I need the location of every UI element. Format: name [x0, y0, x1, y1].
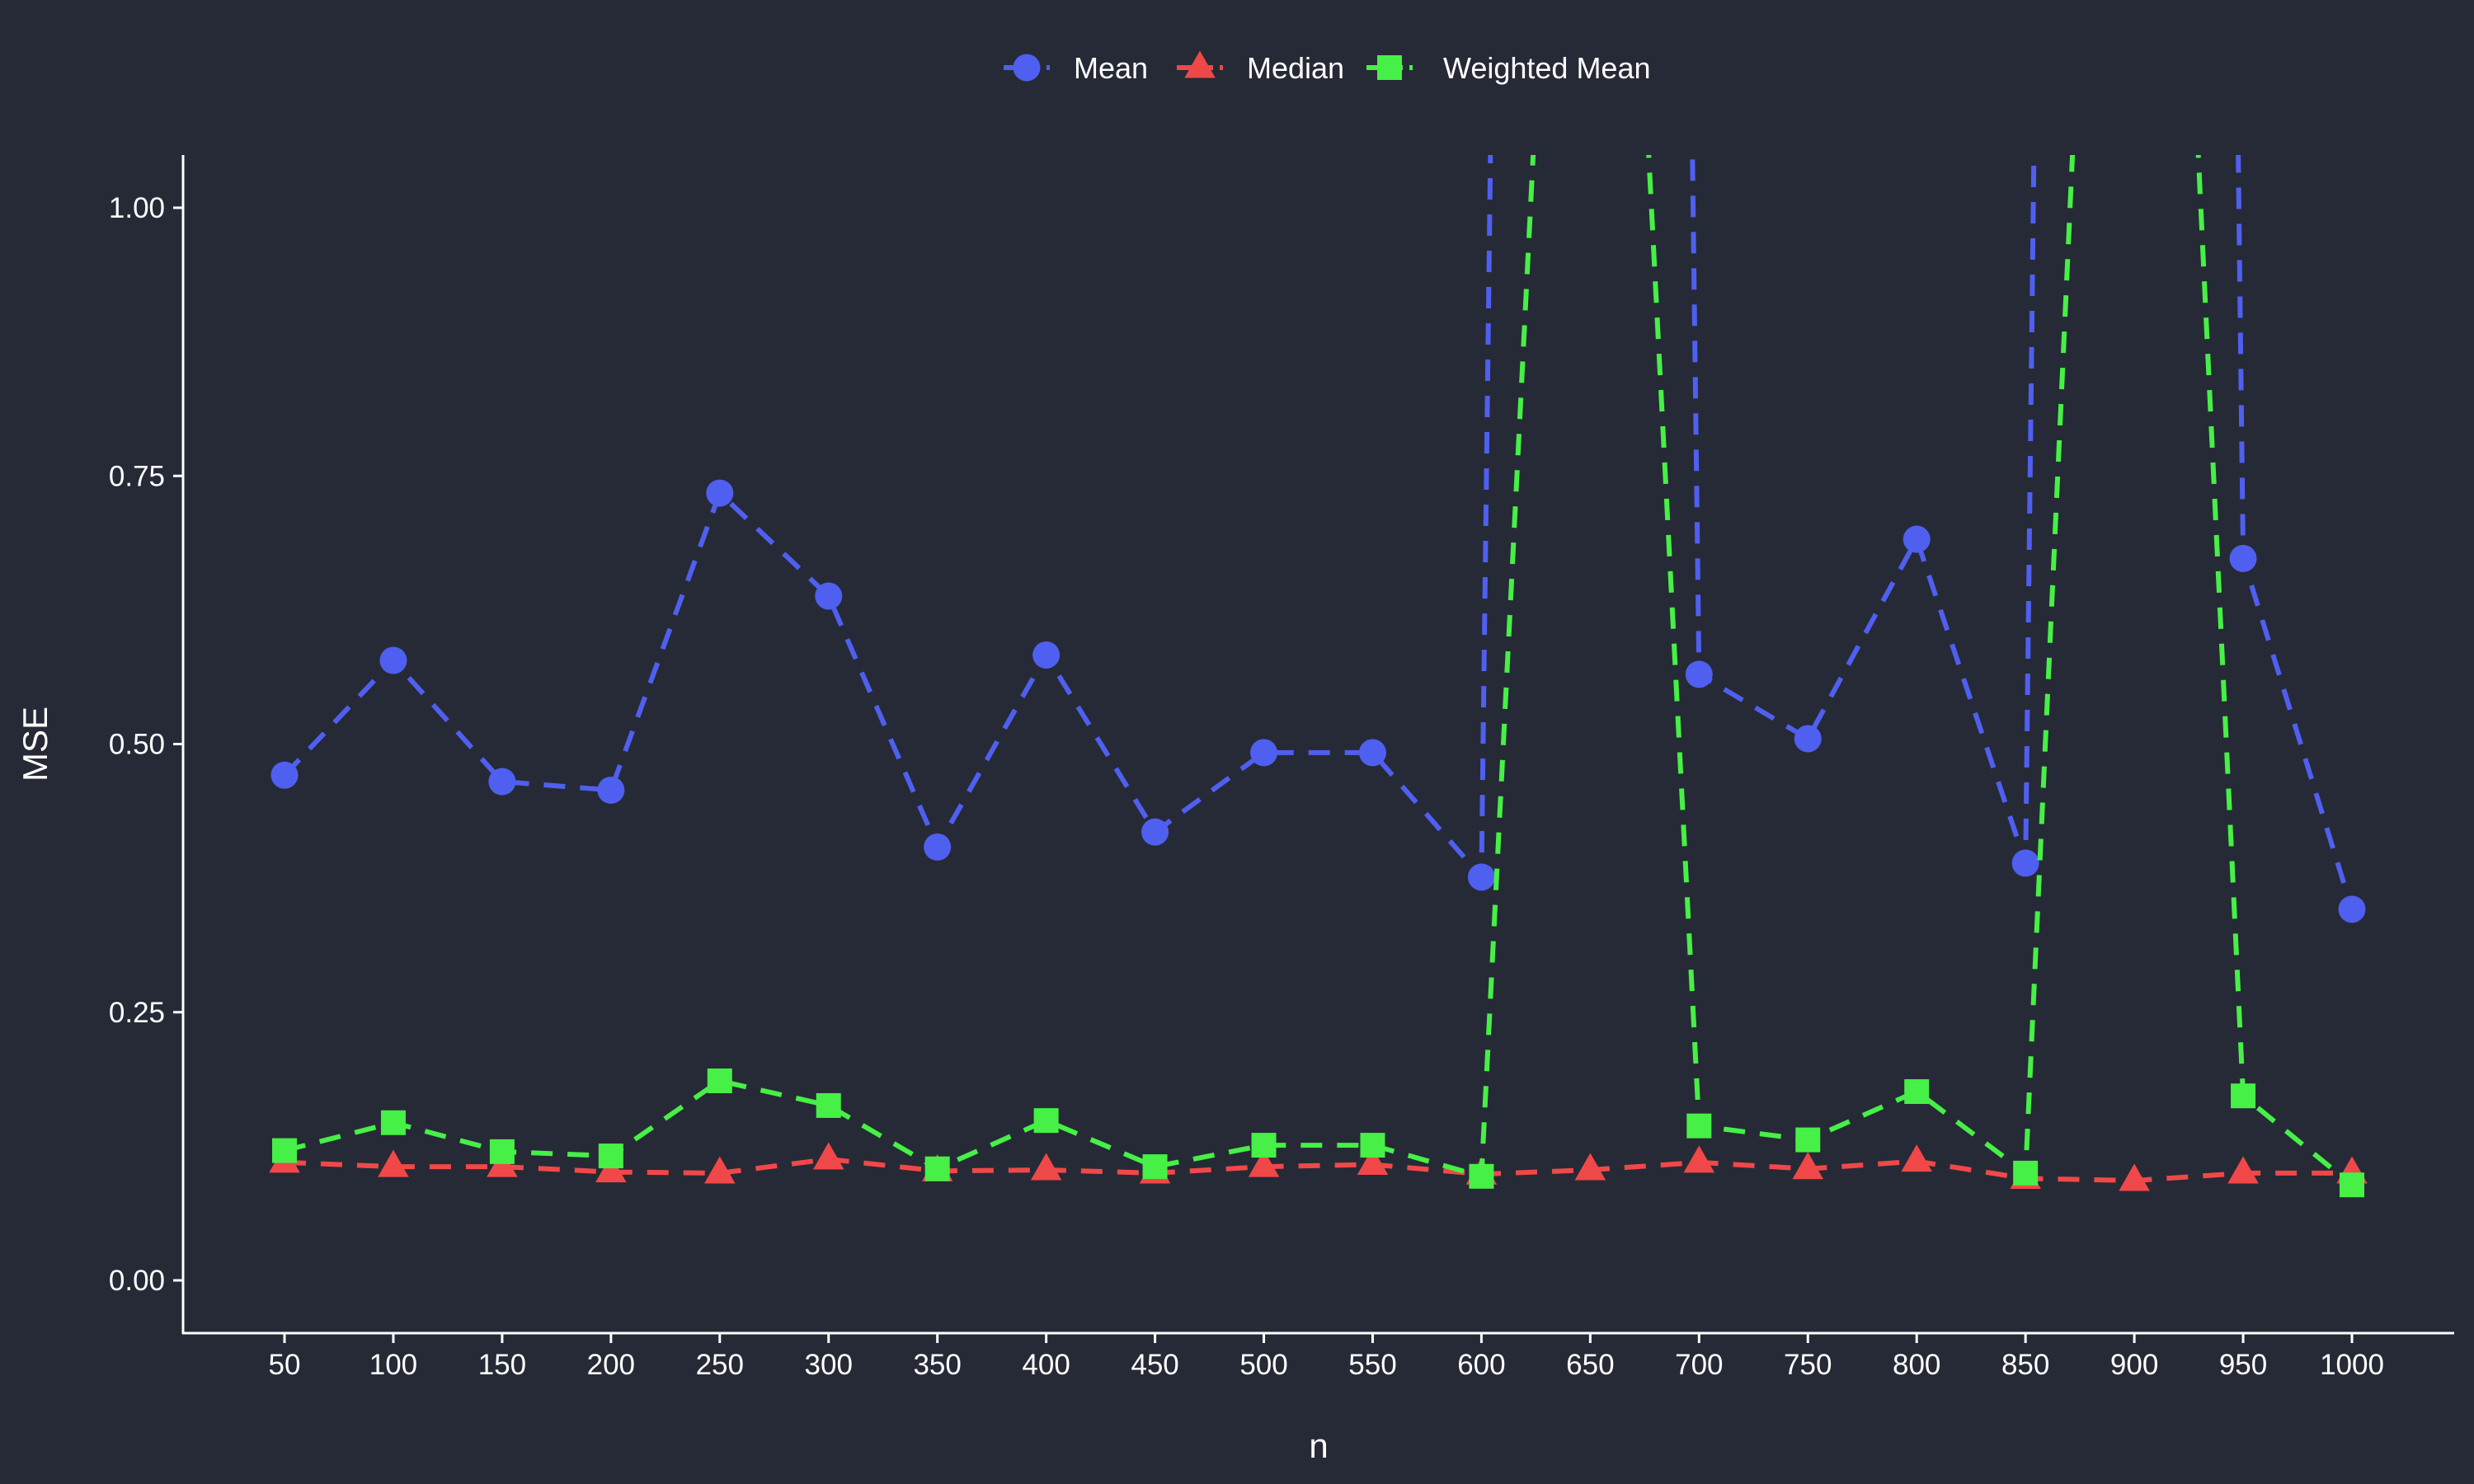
- data-point-median: [595, 1155, 627, 1183]
- data-point-median: [1248, 1149, 1280, 1177]
- data-point-mean: [270, 761, 299, 789]
- x-tick-label: 700: [1675, 1349, 1723, 1381]
- data-point-weighted-mean: [1795, 1127, 1821, 1153]
- x-tick-label: 400: [1022, 1349, 1070, 1381]
- axes: 0.00 0.25 0.50 0.75 1.00 50 100 150 200 250 300 350…: [109, 155, 2454, 1381]
- data-point-median: [2119, 1163, 2150, 1191]
- data-point-mean: [1358, 739, 1386, 767]
- data-point-mean: [2338, 895, 2366, 923]
- data-point-median: [704, 1156, 736, 1184]
- data-point-mean: [488, 768, 516, 796]
- series-weighted-mean: [272, 155, 2364, 1198]
- data-point-median: [2227, 1156, 2259, 1184]
- data-point-mean: [379, 646, 407, 674]
- series-line-weighted-mean: [284, 155, 2354, 1187]
- x-axis-title: n: [1309, 1426, 1328, 1465]
- x-tick-label: 200: [587, 1349, 635, 1381]
- data-point-mean: [1794, 725, 1822, 753]
- data-point-mean: [2229, 544, 2257, 572]
- x-tick-label: 600: [1457, 1349, 1505, 1381]
- x-tick-label: 350: [913, 1349, 961, 1381]
- x-tick-label: 50: [269, 1349, 301, 1381]
- data-point-weighted-mean: [2340, 1172, 2364, 1198]
- x-tick-label: 900: [2110, 1349, 2158, 1381]
- data-point-weighted-mean: [707, 1068, 732, 1094]
- data-point-weighted-mean: [380, 1110, 406, 1135]
- data-point-mean: [1032, 641, 1061, 669]
- data-point-weighted-mean: [1033, 1108, 1059, 1134]
- legend-label: Median: [1247, 51, 1344, 85]
- data-point-mean: [1685, 660, 1713, 688]
- data-point-mean: [706, 479, 734, 507]
- legend-item-median: Median: [1177, 50, 1344, 85]
- data-point-weighted-mean: [489, 1139, 515, 1164]
- series-mean: [270, 155, 2366, 923]
- y-tick-label: 0.50: [109, 729, 165, 761]
- data-point-mean: [597, 776, 625, 804]
- x-tick-label: 950: [2219, 1349, 2267, 1381]
- data-point-weighted-mean: [2013, 1160, 2039, 1186]
- data-point-median: [1901, 1144, 1932, 1172]
- series-line-mean: [282, 155, 2354, 910]
- data-point-weighted-mean: [1360, 1133, 1385, 1158]
- x-tick-label: 750: [1784, 1349, 1832, 1381]
- data-point-weighted-mean: [924, 1156, 950, 1181]
- x-tick-label: 800: [1893, 1349, 1940, 1381]
- x-tick-label: 1000: [2320, 1349, 2384, 1381]
- data-point-mean: [1141, 818, 1169, 846]
- data-point-mean: [1903, 525, 1931, 553]
- legend: Mean Median Weighted Mean: [1004, 50, 1651, 85]
- data-point-weighted-mean: [816, 1092, 841, 1118]
- data-point-weighted-mean: [598, 1144, 623, 1169]
- legend-label: Weighted Mean: [1443, 51, 1651, 85]
- x-tick-label: 250: [696, 1349, 744, 1381]
- data-point-mean: [1467, 863, 1495, 891]
- data-point-weighted-mean: [1142, 1154, 1168, 1180]
- data-point-mean: [1250, 739, 1278, 767]
- legend-marker: [1184, 50, 1216, 78]
- data-point-median: [812, 1142, 844, 1170]
- data-point-median: [1683, 1145, 1715, 1173]
- x-tick-label: 300: [805, 1349, 853, 1381]
- data-point-weighted-mean: [272, 1138, 297, 1163]
- series-layer: [269, 155, 2368, 1198]
- data-point-median: [1792, 1152, 1824, 1180]
- data-point-median: [1030, 1153, 1062, 1181]
- data-point-mean: [815, 582, 843, 610]
- data-point-weighted-mean: [1469, 1163, 1494, 1189]
- x-tick-label: 100: [369, 1349, 417, 1381]
- x-tick-label: 150: [478, 1349, 526, 1381]
- legend-label: Mean: [1074, 51, 1148, 85]
- y-tick-label: 0.00: [109, 1265, 165, 1297]
- data-point-median: [1574, 1153, 1606, 1181]
- x-tick-label: 450: [1131, 1349, 1178, 1381]
- data-point-weighted-mean: [2231, 1083, 2256, 1109]
- x-tick-label: 850: [2001, 1349, 2049, 1381]
- x-tick-label: 650: [1566, 1349, 1614, 1381]
- data-point-mean: [2011, 849, 2039, 877]
- data-point-weighted-mean: [1686, 1113, 1712, 1139]
- x-tick-label: 500: [1239, 1349, 1287, 1381]
- data-point-mean: [924, 833, 952, 861]
- legend-marker: [1013, 54, 1041, 82]
- data-point-weighted-mean: [1251, 1133, 1277, 1158]
- x-tick-label: 550: [1348, 1349, 1396, 1381]
- y-tick-label: 0.25: [109, 997, 165, 1029]
- data-point-weighted-mean: [1904, 1079, 1930, 1105]
- legend-item-weighted-mean: Weighted Mean: [1366, 51, 1651, 85]
- data-point-median: [1357, 1148, 1389, 1176]
- y-tick-label: 1.00: [109, 192, 165, 224]
- data-point-median: [378, 1149, 409, 1177]
- legend-marker: [1377, 55, 1402, 80]
- series-line-median: [284, 1157, 2352, 1183]
- y-tick-label: 0.75: [109, 460, 165, 492]
- y-axis-title: MSE: [16, 707, 54, 782]
- legend-item-mean: Mean: [1004, 51, 1148, 85]
